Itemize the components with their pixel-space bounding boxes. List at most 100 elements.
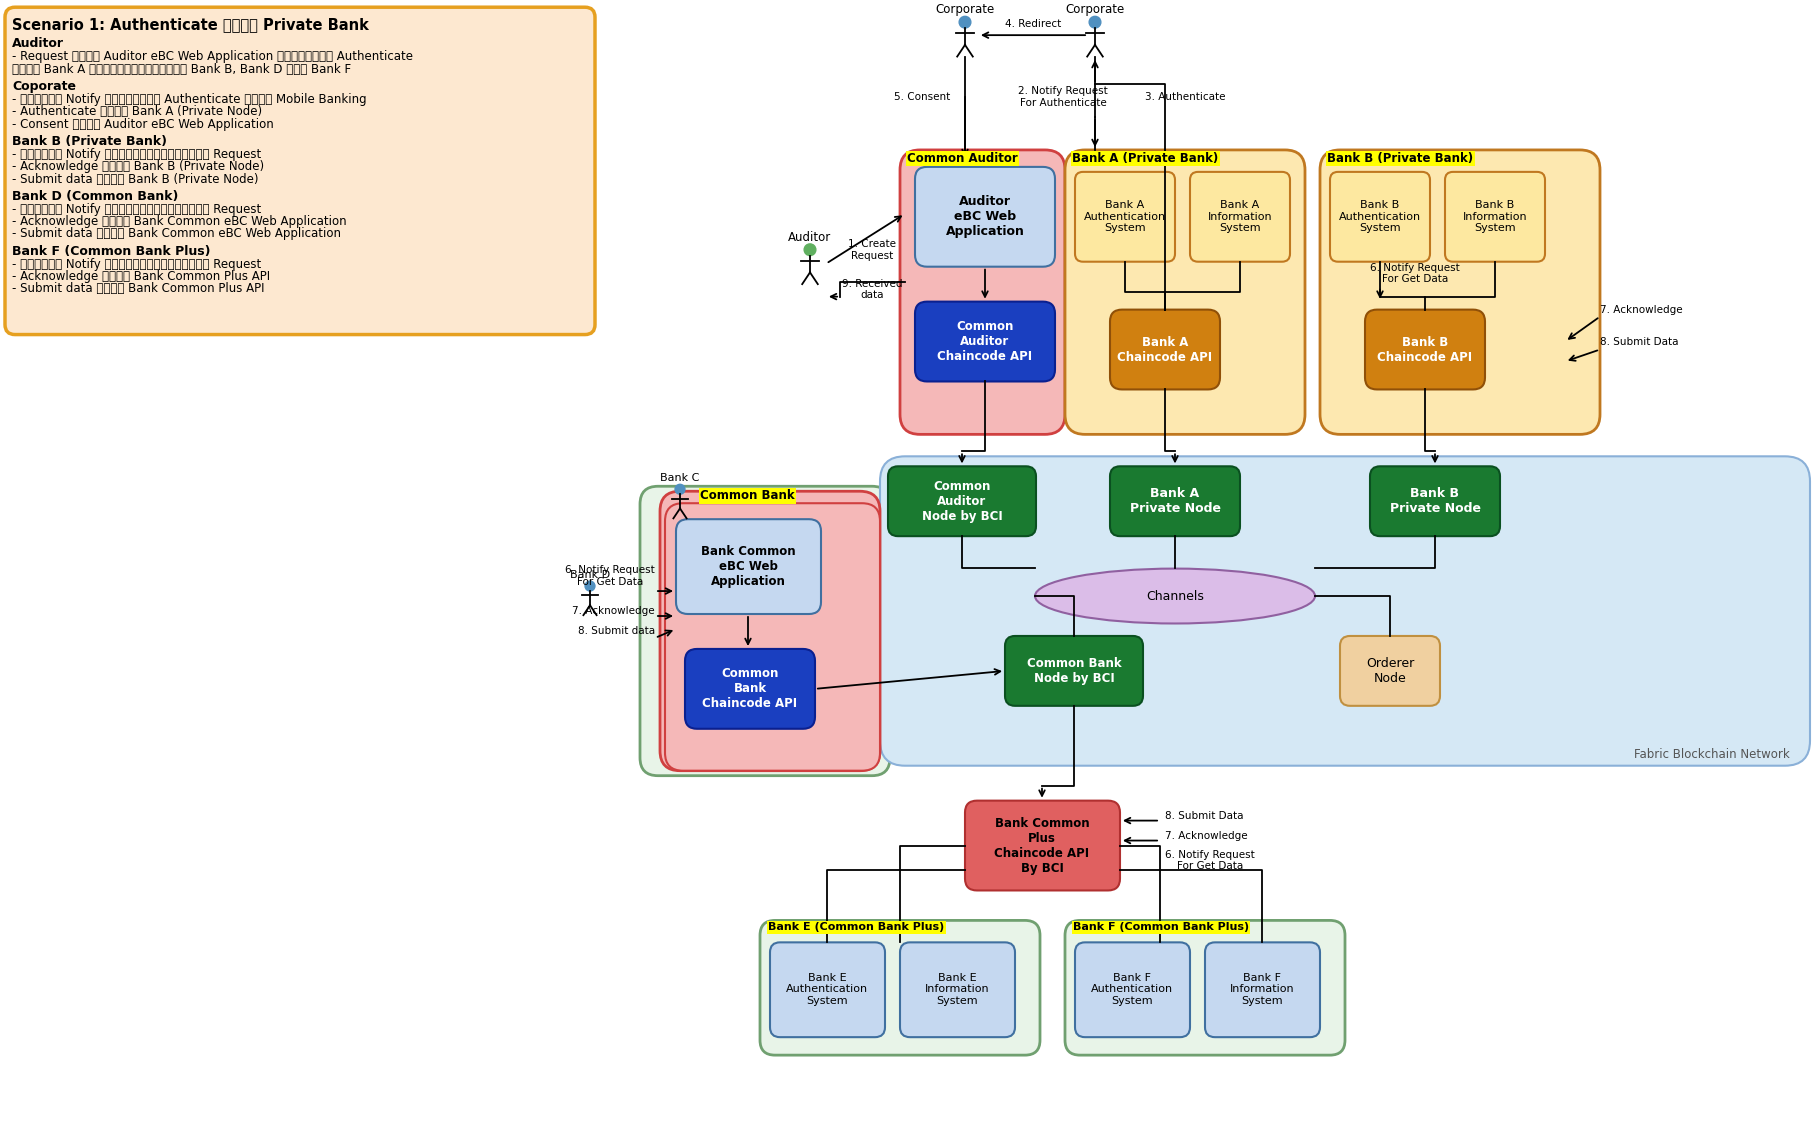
FancyBboxPatch shape bbox=[915, 167, 1056, 267]
Text: Bank F
Information
System: Bank F Information System bbox=[1230, 973, 1294, 1005]
Text: Bank A
Information
System: Bank A Information System bbox=[1208, 200, 1272, 233]
Circle shape bbox=[584, 581, 595, 591]
Text: Bank E
Authentication
System: Bank E Authentication System bbox=[786, 973, 868, 1005]
FancyBboxPatch shape bbox=[1110, 467, 1239, 536]
Text: Orderer
Node: Orderer Node bbox=[1365, 656, 1414, 684]
Text: 1. Create
Request: 1. Create Request bbox=[848, 239, 895, 260]
Text: Bank C: Bank C bbox=[661, 473, 699, 484]
Text: Bank B
Authentication
System: Bank B Authentication System bbox=[1340, 200, 1421, 233]
Circle shape bbox=[675, 485, 684, 494]
FancyBboxPatch shape bbox=[888, 467, 1036, 536]
Text: Common
Bank
Chaincode API: Common Bank Chaincode API bbox=[703, 668, 797, 710]
FancyBboxPatch shape bbox=[1445, 172, 1545, 261]
Text: Bank B
Information
System: Bank B Information System bbox=[1463, 200, 1527, 233]
Text: Bank A
Authentication
System: Bank A Authentication System bbox=[1085, 200, 1167, 233]
FancyBboxPatch shape bbox=[1320, 150, 1600, 434]
Text: Auditor: Auditor bbox=[13, 37, 64, 50]
Text: Common
Auditor
Chaincode API: Common Auditor Chaincode API bbox=[937, 320, 1032, 364]
Text: Bank B
Private Node: Bank B Private Node bbox=[1389, 487, 1480, 515]
Text: - Acknowledge ผ่าน Bank Common Plus API: - Acknowledge ผ่าน Bank Common Plus API bbox=[13, 270, 269, 283]
Text: 8. Submit data: 8. Submit data bbox=[579, 626, 655, 636]
FancyBboxPatch shape bbox=[901, 150, 1065, 434]
Text: Bank E (Common Bank Plus): Bank E (Common Bank Plus) bbox=[768, 922, 945, 932]
Text: 7. Acknowledge: 7. Acknowledge bbox=[571, 606, 655, 616]
FancyBboxPatch shape bbox=[901, 942, 1016, 1037]
FancyBboxPatch shape bbox=[1076, 172, 1176, 261]
Text: 2. Notify Request
For Authenticate: 2. Notify Request For Authenticate bbox=[1017, 86, 1108, 108]
Text: - ได้รับ Notify ให้ส่งข้อมูลของ Request: - ได้รับ Notify ให้ส่งข้อมูลของ Request bbox=[13, 203, 262, 215]
Text: - ได้รับ Notify ให้ส่งข้อมูลของ Request: - ได้รับ Notify ให้ส่งข้อมูลของ Request bbox=[13, 148, 262, 160]
FancyBboxPatch shape bbox=[1190, 172, 1290, 261]
Text: 9. Received
data: 9. Received data bbox=[841, 279, 903, 301]
Text: Coporate: Coporate bbox=[13, 80, 76, 93]
Circle shape bbox=[1088, 17, 1101, 28]
Text: Bank B (Private Bank): Bank B (Private Bank) bbox=[1327, 151, 1472, 165]
FancyBboxPatch shape bbox=[1330, 172, 1431, 261]
Text: ผ่าน Bank A และขอข้อมูลของ Bank B, Bank D และ Bank F: ผ่าน Bank A และขอข้อมูลของ Bank B, Bank … bbox=[13, 63, 351, 75]
Circle shape bbox=[959, 17, 970, 28]
FancyBboxPatch shape bbox=[1065, 150, 1305, 434]
Circle shape bbox=[804, 243, 815, 256]
FancyBboxPatch shape bbox=[881, 457, 1811, 765]
Text: - Consent ผ่าน Auditor eBC Web Application: - Consent ผ่าน Auditor eBC Web Applicati… bbox=[13, 118, 273, 130]
FancyBboxPatch shape bbox=[915, 302, 1056, 381]
FancyBboxPatch shape bbox=[1076, 942, 1190, 1037]
Text: Fabric Blockchain Network: Fabric Blockchain Network bbox=[1634, 747, 1791, 761]
Text: - Submit data ผ่าน Bank Common Plus API: - Submit data ผ่าน Bank Common Plus API bbox=[13, 283, 264, 295]
Ellipse shape bbox=[1036, 569, 1316, 624]
Text: Bank F (Common Bank Plus): Bank F (Common Bank Plus) bbox=[13, 245, 211, 258]
Text: Bank A
Chaincode API: Bank A Chaincode API bbox=[1117, 335, 1212, 364]
Text: - Submit data ผ่าน Bank Common eBC Web Application: - Submit data ผ่าน Bank Common eBC Web A… bbox=[13, 228, 340, 240]
FancyBboxPatch shape bbox=[664, 504, 881, 771]
FancyBboxPatch shape bbox=[761, 920, 1039, 1055]
Text: 4. Redirect: 4. Redirect bbox=[1005, 19, 1061, 29]
Text: Common Bank
Node by BCI: Common Bank Node by BCI bbox=[1026, 656, 1121, 684]
FancyBboxPatch shape bbox=[770, 942, 885, 1037]
FancyBboxPatch shape bbox=[965, 801, 1119, 891]
FancyBboxPatch shape bbox=[684, 649, 815, 729]
FancyBboxPatch shape bbox=[675, 519, 821, 614]
Text: 8. Submit Data: 8. Submit Data bbox=[1165, 810, 1243, 820]
Text: Common Auditor: Common Auditor bbox=[906, 151, 1017, 165]
Text: Auditor
eBC Web
Application: Auditor eBC Web Application bbox=[946, 195, 1025, 238]
FancyBboxPatch shape bbox=[1370, 467, 1500, 536]
Text: 5. Consent: 5. Consent bbox=[894, 92, 950, 102]
Text: Common
Auditor
Node by BCI: Common Auditor Node by BCI bbox=[921, 480, 1003, 523]
Text: Corporate: Corporate bbox=[935, 3, 994, 16]
Text: - ได้รับ Notify ให้ส่งข้อมูลของ Request: - ได้รับ Notify ให้ส่งข้อมูลของ Request bbox=[13, 258, 262, 270]
Text: 6. Notify Request
For Get Data: 6. Notify Request For Get Data bbox=[566, 565, 655, 587]
Text: - Submit data ผ่าน Bank B (Private Node): - Submit data ผ่าน Bank B (Private Node) bbox=[13, 173, 258, 185]
Text: Bank B
Chaincode API: Bank B Chaincode API bbox=[1378, 335, 1472, 364]
Text: - Authenticate ผ่าน Bank A (Private Node): - Authenticate ผ่าน Bank A (Private Node… bbox=[13, 105, 262, 118]
Text: Common Bank: Common Bank bbox=[701, 489, 795, 503]
Text: Bank A (Private Bank): Bank A (Private Bank) bbox=[1072, 151, 1218, 165]
FancyBboxPatch shape bbox=[1065, 920, 1345, 1055]
Text: Bank F
Authentication
System: Bank F Authentication System bbox=[1090, 973, 1174, 1005]
Text: - Request ผ่าน Auditor eBC Web Application โดยขอให้ Authenticate: - Request ผ่าน Auditor eBC Web Applicati… bbox=[13, 50, 413, 64]
FancyBboxPatch shape bbox=[1005, 636, 1143, 706]
Text: Bank D: Bank D bbox=[570, 570, 610, 580]
Text: Auditor: Auditor bbox=[788, 231, 832, 243]
Text: Corporate: Corporate bbox=[1065, 3, 1125, 16]
Text: Channels: Channels bbox=[1147, 589, 1205, 603]
Text: Bank Common
eBC Web
Application: Bank Common eBC Web Application bbox=[701, 544, 795, 588]
Text: Bank A
Private Node: Bank A Private Node bbox=[1130, 487, 1221, 515]
FancyBboxPatch shape bbox=[5, 7, 595, 334]
Text: - ได้รับ Notify ให้ทำการ Authenticate ผ่าน Mobile Banking: - ได้รับ Notify ให้ทำการ Authenticate ผ่… bbox=[13, 93, 366, 105]
Text: Scenario 1: Authenticate ผ่าน Private Bank: Scenario 1: Authenticate ผ่าน Private Ba… bbox=[13, 17, 369, 33]
Text: Bank B (Private Bank): Bank B (Private Bank) bbox=[13, 135, 167, 148]
FancyBboxPatch shape bbox=[1365, 310, 1485, 389]
Text: 7. Acknowledge: 7. Acknowledge bbox=[1165, 830, 1249, 840]
Text: 3. Authenticate: 3. Authenticate bbox=[1145, 92, 1225, 102]
Text: Bank E
Information
System: Bank E Information System bbox=[925, 973, 990, 1005]
Text: Bank Common
Plus
Chaincode API
By BCI: Bank Common Plus Chaincode API By BCI bbox=[994, 817, 1090, 874]
FancyBboxPatch shape bbox=[641, 486, 890, 775]
Text: 6. Notify Request
For Get Data: 6. Notify Request For Get Data bbox=[1165, 849, 1254, 872]
FancyBboxPatch shape bbox=[1205, 942, 1320, 1037]
Text: Bank D (Common Bank): Bank D (Common Bank) bbox=[13, 190, 178, 203]
Text: - Acknowledge ผ่าน Bank Common eBC Web Application: - Acknowledge ผ่าน Bank Common eBC Web A… bbox=[13, 215, 346, 228]
FancyBboxPatch shape bbox=[1340, 636, 1440, 706]
Text: 8. Submit Data: 8. Submit Data bbox=[1600, 337, 1678, 347]
Text: - Acknowledge ผ่าน Bank B (Private Node): - Acknowledge ผ่าน Bank B (Private Node) bbox=[13, 160, 264, 173]
FancyBboxPatch shape bbox=[661, 491, 881, 771]
